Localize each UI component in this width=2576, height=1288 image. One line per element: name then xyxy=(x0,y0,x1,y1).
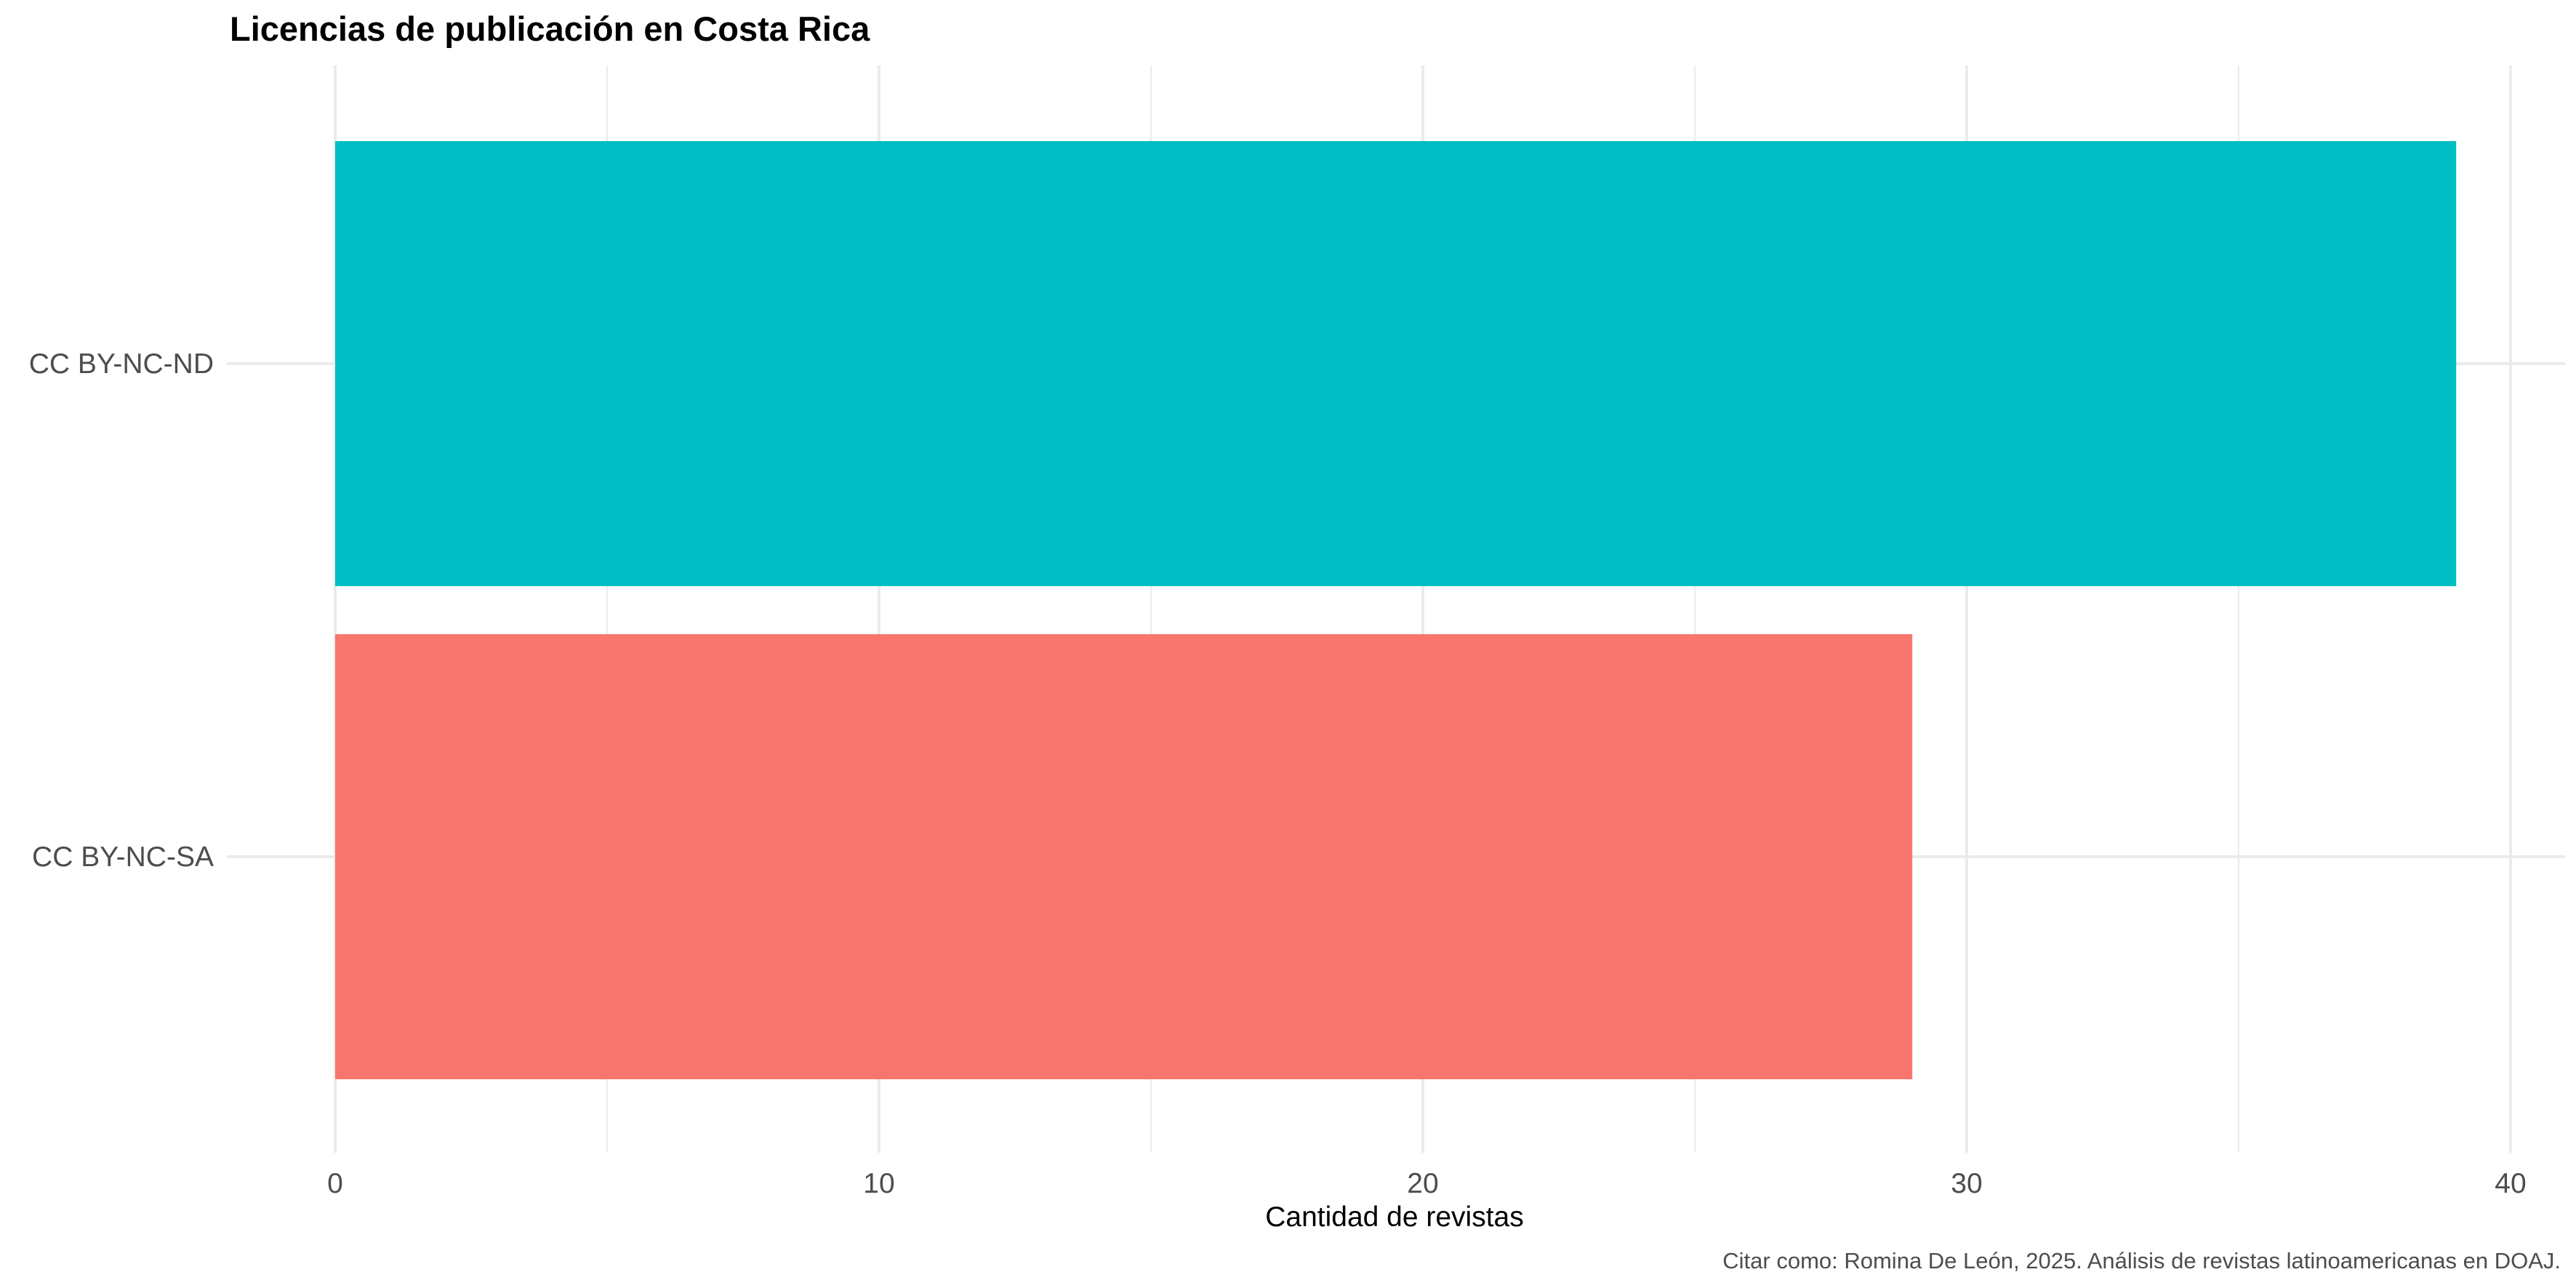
x-tick-label: 30 xyxy=(1951,1168,1982,1199)
chart-title: Licencias de publicación en Costa Rica xyxy=(230,9,870,48)
x-axis-title: Cantidad de revistas xyxy=(1265,1201,1524,1233)
x-tick-label: 0 xyxy=(327,1168,343,1199)
bars xyxy=(335,141,2457,1079)
bar-cc-by-nc-sa xyxy=(335,634,1913,1079)
y-tick-label: CC BY-NC-ND xyxy=(29,348,214,380)
x-tick-label: 20 xyxy=(1407,1168,1438,1199)
bar-cc-by-nc-nd xyxy=(335,141,2457,586)
chart-caption: Citar como: Romina De León, 2025. Anális… xyxy=(1722,1248,2561,1273)
y-tick-label: CC BY-NC-SA xyxy=(32,841,214,873)
x-tick-label: 40 xyxy=(2495,1168,2526,1199)
y-axis-ticks: CC BY-NC-ND CC BY-NC-SA xyxy=(29,348,214,873)
x-tick-label: 10 xyxy=(863,1168,894,1199)
x-axis-ticks: 0 10 20 30 40 xyxy=(327,1168,2527,1199)
